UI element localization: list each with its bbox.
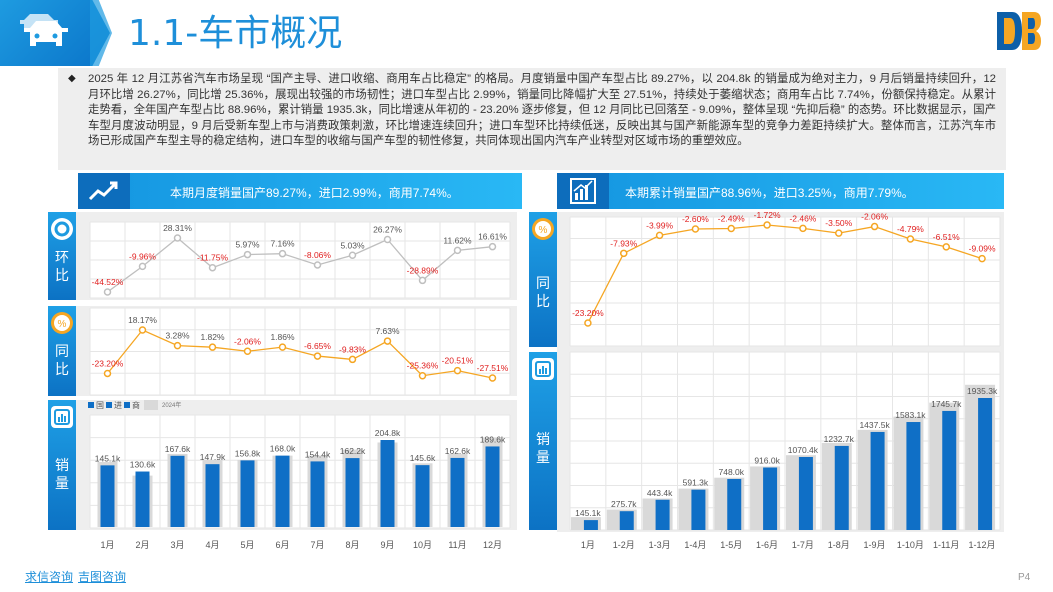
x-tick-label: 12月 xyxy=(483,540,502,550)
x-tick-label: 1-5月 xyxy=(720,540,742,550)
panel-mom xyxy=(48,212,517,300)
side-label-mom: 环比 xyxy=(55,249,69,283)
footer-link-1[interactable]: 求信咨询 xyxy=(25,570,74,584)
x-tick-label: 3月 xyxy=(170,540,184,550)
x-tick-label: 11月 xyxy=(448,540,466,550)
x-tick-label: 10月 xyxy=(413,540,432,550)
x-tick-label: 1-12月 xyxy=(969,540,996,550)
x-tick-label: 7月 xyxy=(310,540,324,550)
panel-sales xyxy=(48,400,517,530)
x-tick-label: 8月 xyxy=(345,540,359,550)
bar-icon xyxy=(51,406,73,428)
side-cum-sales: 销量 xyxy=(529,352,557,530)
x-tick-label: 1-4月 xyxy=(684,540,706,550)
footer-link-2[interactable]: 吉图咨询 xyxy=(78,570,127,584)
percent-icon: % xyxy=(51,312,73,334)
x-tick-label: 1-6月 xyxy=(756,540,778,550)
side-yoy: % 同比 xyxy=(48,306,76,396)
bar-icon xyxy=(532,358,554,380)
x-tick-label: 1-2月 xyxy=(613,540,635,550)
x-tick-label: 1-3月 xyxy=(649,540,671,550)
percent-icon: % xyxy=(532,218,554,240)
svg-text:%: % xyxy=(58,319,67,330)
svg-text:%: % xyxy=(539,225,548,236)
banner-cumulative-text: 本期累计销量国产88.96%，进口3.25%，商用7.79%。 xyxy=(625,186,914,200)
x-tick-label: 1-10月 xyxy=(897,540,924,550)
brand-logo xyxy=(997,12,1041,50)
side-label-sales: 销量 xyxy=(55,457,69,491)
bar-chart-icon xyxy=(570,178,596,204)
car-icon xyxy=(20,14,68,46)
x-tick-label: 6月 xyxy=(275,540,289,550)
banner-monthly: 本期月度销量国产89.27%，进口2.99%，商用7.74%。 xyxy=(78,173,522,209)
x-tick-label: 5月 xyxy=(240,540,254,550)
side-sales: 销量 xyxy=(48,400,76,530)
side-cum-yoy: % 同比 xyxy=(529,212,557,347)
x-tick-label: 9月 xyxy=(380,540,394,550)
x-tick-label: 1-7月 xyxy=(792,540,814,550)
side-mom: 环比 xyxy=(48,212,76,300)
x-tick-label: 1-9月 xyxy=(864,540,886,550)
summary-text: 2025 年 12 月江苏省汽车市场呈现 “国产主导、进口收缩、商用车占比稳定”… xyxy=(88,73,996,148)
banner-monthly-text: 本期月度销量国产89.27%，进口2.99%，商用7.74%。 xyxy=(170,186,459,200)
x-tick-label: 4月 xyxy=(205,540,219,550)
panel-cumulative xyxy=(557,212,1004,532)
summary-box: ◆ 2025 年 12 月江苏省汽车市场呈现 “国产主导、进口收缩、商用车占比稳… xyxy=(58,68,1006,170)
banner-cumulative: 本期累计销量国产88.96%，进口3.25%，商用7.79%。 xyxy=(557,173,1004,209)
page-title: 1.1-车市概况 xyxy=(128,13,343,54)
side-label-cum-sales: 销量 xyxy=(536,431,550,465)
x-tick-label: 1-11月 xyxy=(933,540,959,550)
x-tick-label: 1月 xyxy=(100,540,114,550)
page-number: P4 xyxy=(1018,572,1031,583)
target-icon xyxy=(51,218,73,240)
x-tick-label: 2月 xyxy=(135,540,149,550)
side-label-yoy: 同比 xyxy=(55,343,69,377)
side-label-cum-yoy: 同比 xyxy=(536,275,550,309)
header: 1.1-车市概况 xyxy=(0,0,1053,66)
bullet-icon: ◆ xyxy=(68,73,76,84)
panel-yoy xyxy=(48,306,517,396)
x-tick-label: 1月 xyxy=(581,540,595,550)
trend-icon xyxy=(88,181,118,201)
x-tick-label: 1-8月 xyxy=(828,540,850,550)
